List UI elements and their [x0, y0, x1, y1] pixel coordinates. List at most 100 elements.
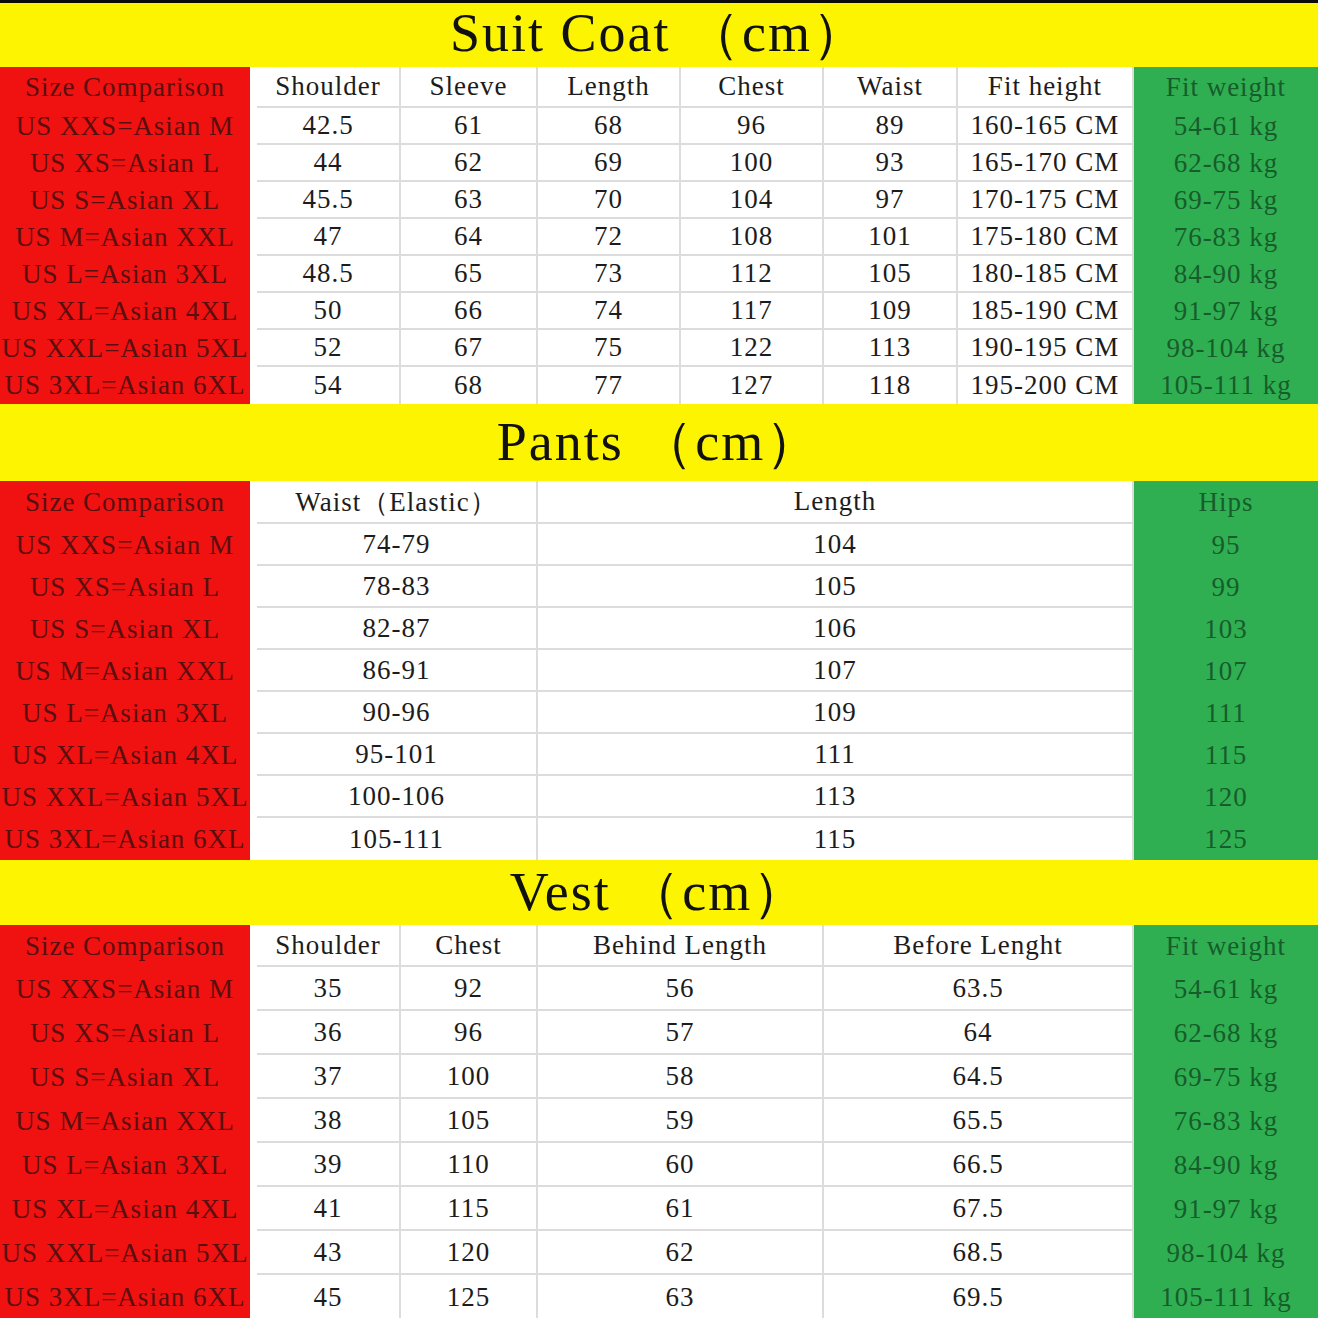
- cell-value: 77: [538, 367, 681, 404]
- cell-value: 109: [538, 692, 1134, 734]
- cell-value: 105-111 kg: [1134, 367, 1318, 404]
- size-label: US XS=Asian L: [0, 566, 257, 608]
- cell-value: 106: [538, 608, 1134, 650]
- cell-value: 68: [538, 108, 681, 145]
- cell-value: 42.5: [257, 108, 401, 145]
- cell-value: 175-180 CM: [958, 219, 1134, 256]
- cell-value: 57: [538, 1011, 824, 1055]
- cell-value: 91-97 kg: [1134, 1187, 1318, 1231]
- cell-value: 170-175 CM: [958, 182, 1134, 219]
- cell-value: 190-195 CM: [958, 330, 1134, 367]
- cell-value: 120: [1134, 776, 1318, 818]
- size-label: US M=Asian XXL: [0, 1099, 257, 1143]
- cell-value: 105-111: [257, 818, 538, 860]
- cell-value: 61: [401, 108, 538, 145]
- cell-value: 90-96: [257, 692, 538, 734]
- cell-value: 78-83: [257, 566, 538, 608]
- cell-value: 113: [824, 330, 958, 367]
- cell-value: 63: [538, 1275, 824, 1318]
- cell-value: 62-68 kg: [1134, 145, 1318, 182]
- cell-value: 113: [538, 776, 1134, 818]
- cell-value: 58: [538, 1055, 824, 1099]
- column-header: Sleeve: [401, 67, 538, 108]
- size-label: US M=Asian XXL: [0, 650, 257, 692]
- size-label: US 3XL=Asian 6XL: [0, 1275, 257, 1318]
- cell-value: 39: [257, 1143, 401, 1187]
- cell-value: 37: [257, 1055, 401, 1099]
- cell-value: 96: [681, 108, 824, 145]
- cell-value: 67.5: [824, 1187, 1134, 1231]
- column-header: Size Comparison: [0, 925, 257, 967]
- cell-value: 76-83 kg: [1134, 1099, 1318, 1143]
- cell-value: 69: [538, 145, 681, 182]
- column-header: Chest: [401, 925, 538, 967]
- cell-value: 98-104 kg: [1134, 1231, 1318, 1275]
- cell-value: 62: [401, 145, 538, 182]
- column-header: Shoulder: [257, 67, 401, 108]
- cell-value: 125: [401, 1275, 538, 1318]
- pants-title: Pants （cm）: [0, 404, 1318, 481]
- cell-value: 115: [1134, 734, 1318, 776]
- cell-value: 64: [401, 219, 538, 256]
- cell-value: 122: [681, 330, 824, 367]
- cell-value: 76-83 kg: [1134, 219, 1318, 256]
- cell-value: 63.5: [824, 967, 1134, 1011]
- pants-grid: Size ComparisonWaist（Elastic）LengthHipsU…: [0, 481, 1318, 860]
- vest-title: Vest （cm）: [0, 860, 1318, 925]
- cell-value: 100: [681, 145, 824, 182]
- size-label: US L=Asian 3XL: [0, 256, 257, 293]
- cell-value: 91-97 kg: [1134, 293, 1318, 330]
- cell-value: 66.5: [824, 1143, 1134, 1187]
- cell-value: 103: [1134, 608, 1318, 650]
- cell-value: 104: [538, 524, 1134, 566]
- cell-value: 92: [401, 967, 538, 1011]
- cell-value: 117: [681, 293, 824, 330]
- cell-value: 47: [257, 219, 401, 256]
- cell-value: 63: [401, 182, 538, 219]
- size-label: US S=Asian XL: [0, 182, 257, 219]
- cell-value: 50: [257, 293, 401, 330]
- size-label: US XXL=Asian 5XL: [0, 1231, 257, 1275]
- size-label: US 3XL=Asian 6XL: [0, 367, 257, 404]
- size-label: US XXS=Asian M: [0, 108, 257, 145]
- cell-value: 96: [401, 1011, 538, 1055]
- cell-value: 45.5: [257, 182, 401, 219]
- column-header: Size Comparison: [0, 67, 257, 108]
- size-label: US XXL=Asian 5XL: [0, 330, 257, 367]
- size-label: US 3XL=Asian 6XL: [0, 818, 257, 860]
- cell-value: 93: [824, 145, 958, 182]
- cell-value: 41: [257, 1187, 401, 1231]
- column-header: Behind Length: [538, 925, 824, 967]
- cell-value: 54: [257, 367, 401, 404]
- top-edge-line: [0, 0, 1318, 3]
- cell-value: 44: [257, 145, 401, 182]
- cell-value: 111: [1134, 692, 1318, 734]
- cell-value: 45: [257, 1275, 401, 1318]
- cell-value: 36: [257, 1011, 401, 1055]
- cell-value: 105: [401, 1099, 538, 1143]
- cell-value: 67: [401, 330, 538, 367]
- cell-value: 109: [824, 293, 958, 330]
- cell-value: 115: [401, 1187, 538, 1231]
- size-label: US XXL=Asian 5XL: [0, 776, 257, 818]
- cell-value: 127: [681, 367, 824, 404]
- column-header: Length: [538, 67, 681, 108]
- size-label: US M=Asian XXL: [0, 219, 257, 256]
- cell-value: 84-90 kg: [1134, 1143, 1318, 1187]
- column-header: Hips: [1134, 481, 1318, 524]
- cell-value: 65.5: [824, 1099, 1134, 1143]
- cell-value: 97: [824, 182, 958, 219]
- cell-value: 111: [538, 734, 1134, 776]
- cell-value: 68.5: [824, 1231, 1134, 1275]
- vest-grid: Size ComparisonShoulderChestBehind Lengt…: [0, 925, 1318, 1318]
- size-label: US XS=Asian L: [0, 1011, 257, 1055]
- column-header: Size Comparison: [0, 481, 257, 524]
- cell-value: 100-106: [257, 776, 538, 818]
- cell-value: 54-61 kg: [1134, 108, 1318, 145]
- cell-value: 38: [257, 1099, 401, 1143]
- cell-value: 105-111 kg: [1134, 1275, 1318, 1318]
- cell-value: 84-90 kg: [1134, 256, 1318, 293]
- size-label: US L=Asian 3XL: [0, 1143, 257, 1187]
- vest-table: Vest （cm） Size ComparisonShoulderChestBe…: [0, 860, 1318, 1318]
- column-header: Fit height: [958, 67, 1134, 108]
